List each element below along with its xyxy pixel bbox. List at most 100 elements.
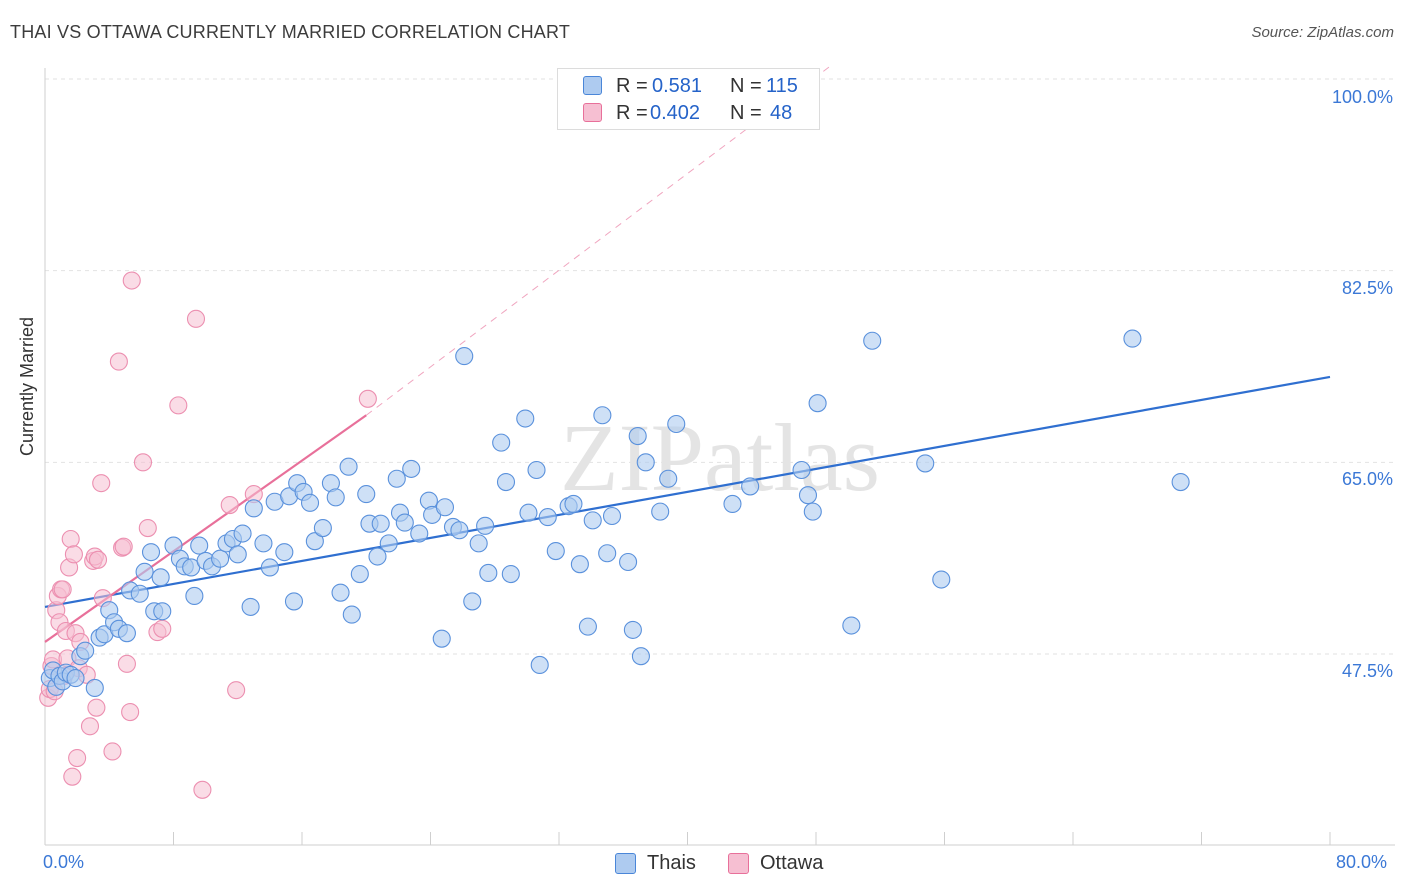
y-tick-label: 65.0% [1341, 469, 1393, 489]
thais-swatch [615, 853, 636, 874]
thais-point [598, 544, 617, 563]
legend-r-label: R = [616, 102, 648, 124]
ottawa-point [122, 271, 141, 290]
ottawa-point [63, 767, 82, 786]
thais-point [519, 503, 538, 522]
thais-point [723, 494, 742, 514]
thais-legend-label: Thais [647, 852, 696, 874]
thais-point [228, 545, 247, 564]
thais-point [66, 669, 85, 688]
thais-point [260, 558, 279, 577]
thais-point [1123, 329, 1142, 348]
thais-trendline [44, 375, 1331, 608]
ottawa-point [227, 681, 246, 700]
thais-point [450, 521, 469, 540]
thais-point [233, 524, 252, 543]
thais-point [342, 605, 361, 624]
thais-point [469, 534, 488, 553]
thais-point [538, 508, 557, 527]
thais-point [435, 498, 455, 517]
ottawa-point [169, 396, 188, 415]
ottawa-point [53, 580, 72, 599]
legend-r-label: R = [616, 75, 648, 97]
x-tick-label: 0.0% [43, 852, 85, 872]
thais-point [313, 518, 332, 538]
thais-point [578, 617, 597, 636]
thais-point [153, 602, 172, 621]
thais-point [379, 534, 398, 553]
ottawa-swatch [583, 103, 602, 122]
thais-point [141, 543, 161, 562]
ottawa-point [87, 698, 106, 717]
thais-point [254, 534, 273, 553]
ottawa-point [80, 717, 100, 736]
thais-point [932, 570, 951, 589]
thais-point [570, 555, 589, 574]
thais-point [583, 511, 602, 530]
thais-point [190, 536, 209, 555]
ottawa-point [186, 309, 206, 328]
thais-point [916, 454, 935, 473]
thais-point [842, 616, 861, 635]
thais-points [40, 329, 1190, 698]
thais-point [85, 678, 104, 698]
y-tick-label: 82.5% [1341, 278, 1393, 298]
thais-point [432, 629, 451, 648]
thais-point [326, 488, 345, 507]
ottawa-point [153, 619, 172, 638]
thais-point [402, 459, 421, 478]
thais-point [623, 620, 642, 639]
thais-point [135, 562, 154, 581]
thais-point [527, 460, 546, 480]
thais-point [1171, 472, 1190, 492]
thais-point [130, 584, 149, 603]
y-tick-label: 47.5% [1341, 661, 1393, 681]
thais-point [808, 394, 827, 413]
thais-point [463, 592, 482, 611]
thais-point [284, 592, 304, 611]
thais-point [241, 597, 260, 616]
thais-point [368, 547, 387, 566]
legend-r-value: 0.581 [652, 75, 703, 97]
ottawa-point [193, 780, 212, 799]
ottawa-point [103, 742, 122, 761]
y-tick-label: 100.0% [1331, 87, 1393, 107]
thais-point [479, 563, 498, 583]
watermark-text: ZIPatlas [560, 404, 880, 511]
thais-point [792, 460, 811, 480]
thais-point [619, 552, 638, 572]
chart-title: THAI VS OTTAWA CURRENTLY MARRIED CORRELA… [10, 22, 571, 42]
x-tick-label: 80.0% [1336, 852, 1388, 872]
thais-point [395, 513, 414, 532]
ottawa-point [358, 389, 377, 408]
thais-point [628, 426, 647, 446]
axes [44, 68, 1395, 846]
ottawa-point [133, 453, 153, 472]
thais-point [275, 543, 294, 562]
ottawa-point [138, 518, 157, 538]
legend-n-value: 48 [770, 102, 793, 124]
legend-n-label: N = [730, 75, 762, 97]
ottawa-point [121, 702, 140, 722]
thais-point [602, 506, 622, 526]
ottawa-point [117, 654, 136, 673]
thais-point [185, 586, 204, 606]
grid-lines [45, 78, 1395, 655]
ottawa-point [109, 352, 128, 371]
legend-n-label: N = [730, 102, 762, 124]
thais-swatch [583, 76, 602, 95]
legend: R = 0.581 N = 115 R = 0.402 N = 48 [557, 68, 820, 130]
thais-point [564, 494, 583, 514]
thais-point [501, 564, 520, 584]
ottawa-swatch [728, 853, 749, 874]
thais-point [371, 514, 390, 533]
ottawa-legend-label: Ottawa [760, 852, 824, 874]
legend-n-value: 115 [766, 75, 798, 97]
thais-point [211, 549, 230, 568]
legend-r-value: 0.402 [650, 102, 701, 124]
thais-point [546, 541, 565, 561]
thais-point [305, 532, 324, 551]
thais-point [659, 469, 678, 488]
thais-point [350, 564, 369, 584]
